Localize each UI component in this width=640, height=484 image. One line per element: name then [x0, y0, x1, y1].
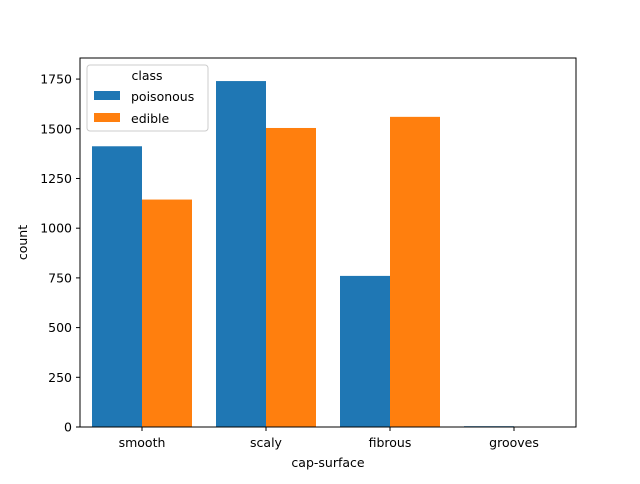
- y-tick-label-1500: 1500: [40, 121, 72, 136]
- x-axis: smooth scaly fibrous grooves: [119, 427, 539, 450]
- legend-label-edible: edible: [131, 111, 170, 126]
- legend-title: class: [131, 68, 162, 83]
- y-tick-label-500: 500: [48, 320, 72, 335]
- bar-fibrous-edible: [390, 116, 440, 428]
- y-tick-label-1750: 1750: [40, 72, 72, 87]
- x-tick-label-scaly: scaly: [250, 435, 283, 450]
- x-tick-label-grooves: grooves: [489, 435, 539, 450]
- bar-smooth-edible: [142, 199, 192, 427]
- plot-frame: [79, 57, 577, 428]
- bar-fibrous-poisonous: [340, 275, 390, 427]
- y-axis: 0 250 500 750 1000 1250 1500 1750: [40, 72, 80, 435]
- y-axis-title: count: [15, 225, 30, 260]
- legend-label-poisonous: poisonous: [131, 89, 194, 104]
- y-tick-label-1250: 1250: [40, 171, 72, 186]
- x-axis-title: cap-surface: [291, 455, 364, 470]
- y-tick-label-0: 0: [64, 420, 72, 435]
- bars-layer: [92, 81, 514, 428]
- legend-swatch-poisonous: [94, 91, 120, 100]
- legend: class poisonous edible: [86, 64, 209, 132]
- y-tick-label-1000: 1000: [40, 221, 72, 236]
- legend-swatch-edible: [94, 113, 120, 122]
- y-tick-label-250: 250: [48, 370, 72, 385]
- x-tick-label-smooth: smooth: [119, 435, 166, 450]
- bar-smooth-poisonous: [92, 146, 142, 427]
- bar-scaly-poisonous: [216, 81, 266, 427]
- x-tick-label-fibrous: fibrous: [369, 435, 412, 450]
- y-tick-label-750: 750: [48, 270, 72, 285]
- bar-scaly-edible: [266, 127, 316, 427]
